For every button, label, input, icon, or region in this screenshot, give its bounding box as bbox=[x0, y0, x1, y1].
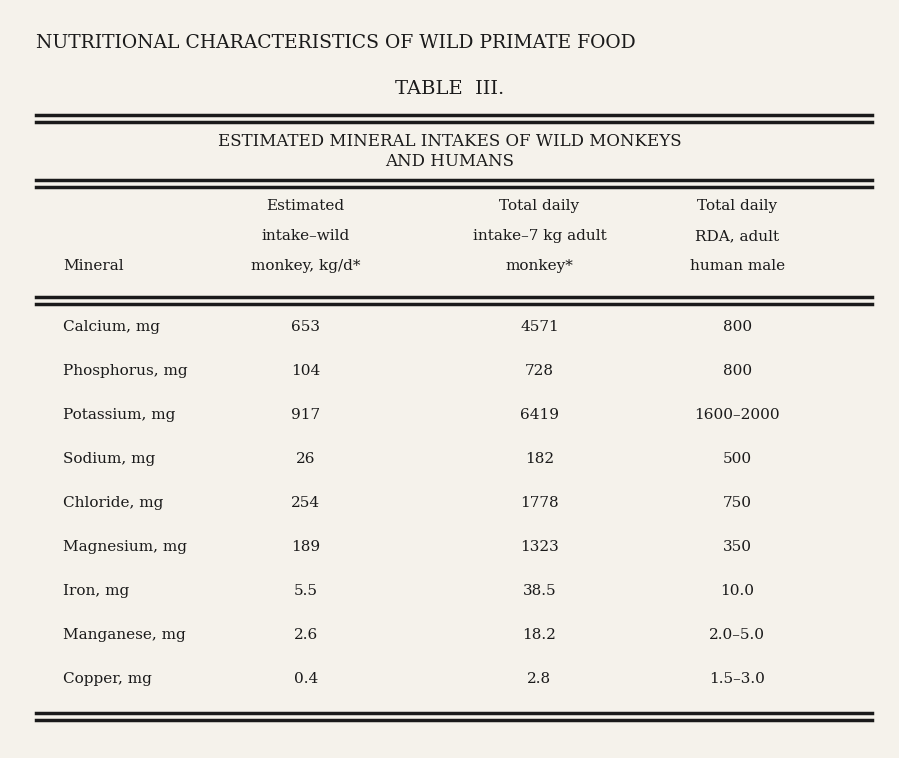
Text: human male: human male bbox=[690, 259, 785, 273]
Text: 1600–2000: 1600–2000 bbox=[694, 408, 780, 421]
Text: Copper, mg: Copper, mg bbox=[63, 672, 152, 685]
Text: 18.2: 18.2 bbox=[522, 628, 556, 641]
Text: NUTRITIONAL CHARACTERISTICS OF WILD PRIMATE FOOD: NUTRITIONAL CHARACTERISTICS OF WILD PRIM… bbox=[36, 34, 636, 52]
Text: AND HUMANS: AND HUMANS bbox=[385, 153, 514, 170]
Text: Total daily: Total daily bbox=[499, 199, 580, 212]
Text: 182: 182 bbox=[525, 452, 554, 465]
Text: intake–7 kg adult: intake–7 kg adult bbox=[473, 229, 606, 243]
Text: 350: 350 bbox=[723, 540, 752, 553]
Text: 10.0: 10.0 bbox=[720, 584, 754, 597]
Text: Chloride, mg: Chloride, mg bbox=[63, 496, 164, 509]
Text: 6419: 6419 bbox=[520, 408, 559, 421]
Text: 189: 189 bbox=[291, 540, 320, 553]
Text: Potassium, mg: Potassium, mg bbox=[63, 408, 175, 421]
Text: 2.6: 2.6 bbox=[294, 628, 317, 641]
Text: 1323: 1323 bbox=[520, 540, 559, 553]
Text: Iron, mg: Iron, mg bbox=[63, 584, 129, 597]
Text: Total daily: Total daily bbox=[697, 199, 778, 212]
Text: 500: 500 bbox=[723, 452, 752, 465]
Text: 653: 653 bbox=[291, 320, 320, 334]
Text: monkey, kg/d*: monkey, kg/d* bbox=[251, 259, 360, 273]
Text: Estimated: Estimated bbox=[267, 199, 344, 212]
Text: TABLE  III.: TABLE III. bbox=[395, 80, 504, 98]
Text: Mineral: Mineral bbox=[63, 259, 123, 273]
Text: 104: 104 bbox=[291, 364, 320, 377]
Text: 1.5–3.0: 1.5–3.0 bbox=[709, 672, 765, 685]
Text: 917: 917 bbox=[291, 408, 320, 421]
Text: 1778: 1778 bbox=[521, 496, 558, 509]
Text: RDA, adult: RDA, adult bbox=[695, 229, 779, 243]
Text: 800: 800 bbox=[723, 320, 752, 334]
Text: Magnesium, mg: Magnesium, mg bbox=[63, 540, 187, 553]
Text: Phosphorus, mg: Phosphorus, mg bbox=[63, 364, 188, 377]
Text: monkey*: monkey* bbox=[505, 259, 574, 273]
Text: 0.4: 0.4 bbox=[294, 672, 317, 685]
Text: 2.0–5.0: 2.0–5.0 bbox=[709, 628, 765, 641]
Text: 800: 800 bbox=[723, 364, 752, 377]
Text: 5.5: 5.5 bbox=[294, 584, 317, 597]
Text: 26: 26 bbox=[296, 452, 316, 465]
Text: 4571: 4571 bbox=[520, 320, 559, 334]
Text: 728: 728 bbox=[525, 364, 554, 377]
Text: 2.8: 2.8 bbox=[528, 672, 551, 685]
Text: Manganese, mg: Manganese, mg bbox=[63, 628, 186, 641]
Text: 38.5: 38.5 bbox=[522, 584, 556, 597]
Text: 254: 254 bbox=[291, 496, 320, 509]
Text: intake–wild: intake–wild bbox=[262, 229, 350, 243]
Text: Calcium, mg: Calcium, mg bbox=[63, 320, 160, 334]
Text: Sodium, mg: Sodium, mg bbox=[63, 452, 156, 465]
Text: 750: 750 bbox=[723, 496, 752, 509]
Text: ESTIMATED MINERAL INTAKES OF WILD MONKEYS: ESTIMATED MINERAL INTAKES OF WILD MONKEY… bbox=[218, 133, 681, 149]
